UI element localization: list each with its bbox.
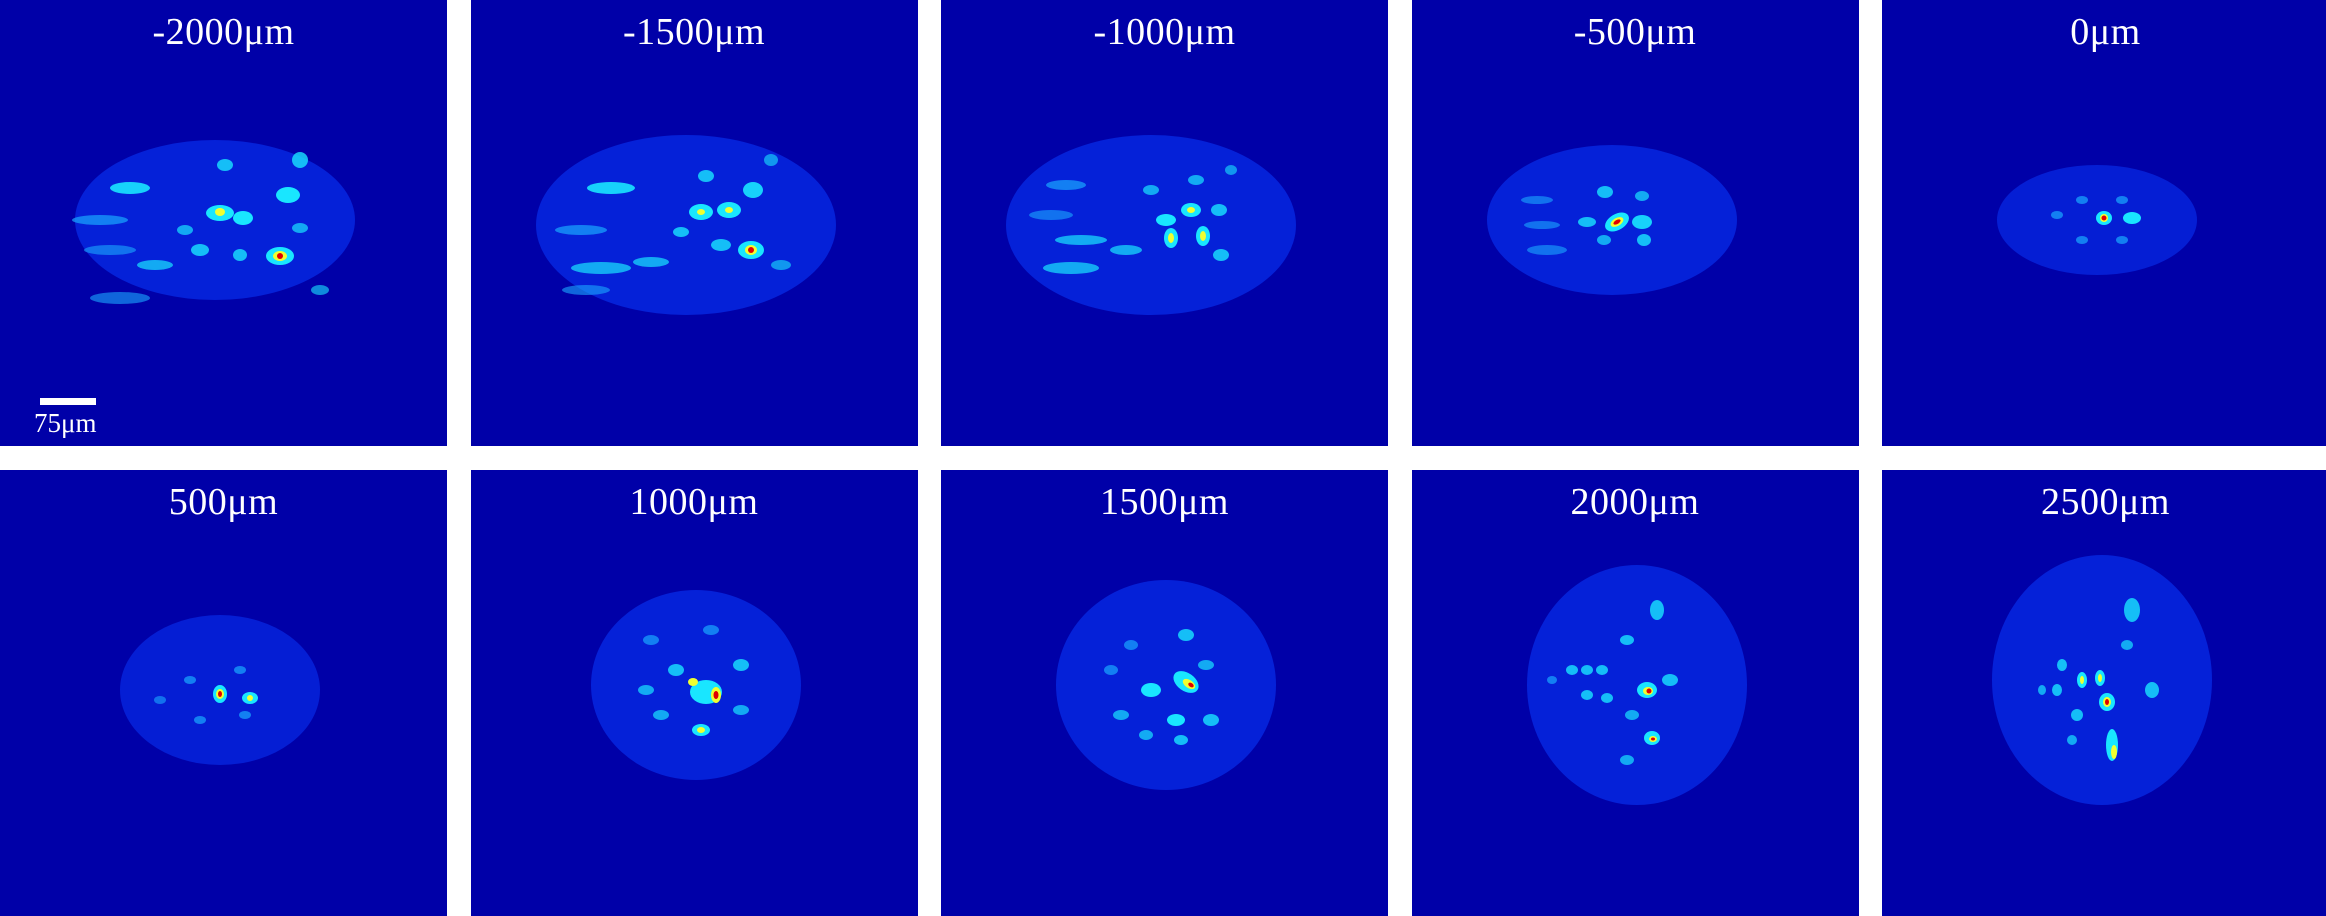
- defocus-label: -1000μm: [1093, 11, 1236, 53]
- speckle-panel: 2000μm: [1411, 470, 1859, 916]
- speckle-panel: 2500μm: [1882, 470, 2326, 916]
- speckle-pattern: [1486, 145, 1737, 295]
- defocus-label: -2000μm: [152, 11, 295, 53]
- speckle-panel: 1000μm: [470, 470, 918, 916]
- defocus-label: 1500μm: [1100, 481, 1229, 523]
- speckle-panel: 500μm: [0, 470, 447, 916]
- speckle-pattern: [1992, 555, 2212, 805]
- scale-bar-label: 75μm: [34, 408, 97, 438]
- defocus-label: -1500μm: [622, 11, 766, 53]
- defocus-label: 0μm: [2070, 11, 2141, 53]
- defocus-label: 2000μm: [1570, 481, 1700, 523]
- defocus-label: 2500μm: [2041, 481, 2170, 523]
- speckle-panel: -1500μm: [470, 0, 918, 446]
- defocus-label: 1000μm: [629, 481, 759, 523]
- speckle-pattern: [72, 140, 355, 304]
- speckle-panel: -500μm: [1411, 0, 1859, 446]
- scale-bar: [40, 398, 96, 405]
- speckle-pattern: [590, 590, 801, 780]
- defocus-label: -500μm: [1573, 11, 1697, 53]
- defocus-label: 500μm: [168, 481, 279, 523]
- speckle-pattern: [535, 135, 836, 315]
- speckle-panel: 0μm: [1882, 0, 2326, 446]
- speckle-pattern: [120, 615, 320, 765]
- speckle-pattern: [1056, 580, 1276, 790]
- speckle-pattern: [1997, 165, 2197, 275]
- speckle-panel: 1500μm: [941, 470, 1388, 916]
- speckle-pattern: [1006, 135, 1296, 315]
- speckle-pattern: [1526, 565, 1747, 805]
- speckle-panel: -1000μm: [941, 0, 1388, 446]
- speckle-panel: -2000μm 75μm: [0, 0, 447, 446]
